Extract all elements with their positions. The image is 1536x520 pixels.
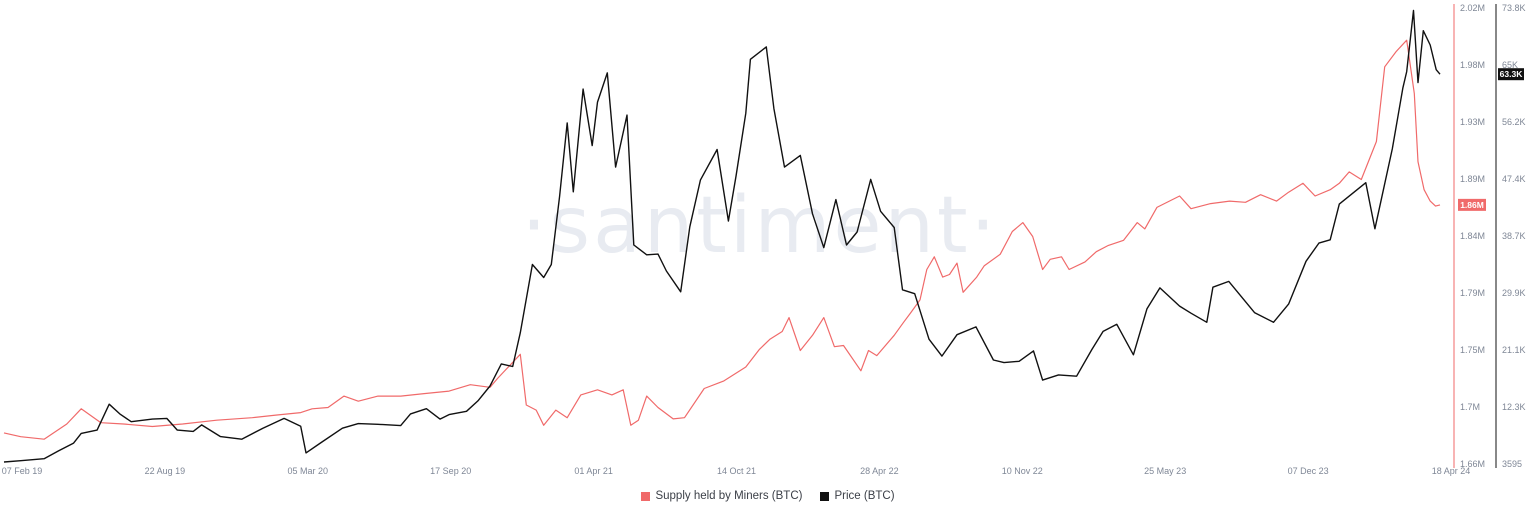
legend-label-price: Price (BTC) bbox=[834, 490, 895, 502]
x-tick-label: 25 May 23 bbox=[1144, 466, 1186, 476]
series-line-miners bbox=[3, 39, 1441, 440]
miners-axis: 2.02M 1.98M 1.93M 1.89M 1.84M 1.79M 1.75M 1.7M 1… bbox=[1453, 3, 1485, 469]
miners-tick-label: 1.93M bbox=[1460, 117, 1485, 127]
x-tick-label: 07 Dec 23 bbox=[1288, 466, 1329, 476]
x-tick-label: 14 Oct 21 bbox=[717, 466, 756, 476]
series-line-price bbox=[3, 9, 1441, 463]
price-tick-label: 21.1K bbox=[1502, 345, 1526, 355]
x-tick-label: 17 Sep 20 bbox=[430, 466, 471, 476]
price-current-badge bbox=[1498, 68, 1524, 81]
miners-tick-label: 1.98M bbox=[1460, 60, 1485, 70]
value-badges: 1.86M 63.3K bbox=[1458, 68, 1524, 211]
x-axis: 07 Feb 19 22 Aug 19 05 Mar 20 17 Sep 20 01 A… bbox=[2, 466, 1471, 476]
miners-current-badge bbox=[1458, 198, 1486, 211]
price-tick-label: 65K bbox=[1502, 60, 1518, 70]
legend-item-price[interactable]: Price (BTC) bbox=[820, 490, 895, 502]
price-axis: 73.8K 65K 56.2K 47.4K 38.7K 29.9K 21.1K 12.3K 35… bbox=[1495, 3, 1526, 469]
x-tick-label: 10 Nov 22 bbox=[1002, 466, 1043, 476]
miners-tick-label: 1.66M bbox=[1460, 459, 1485, 469]
miners-tick-label: 1.7M bbox=[1460, 402, 1480, 412]
legend-label-miners: Supply held by Miners (BTC) bbox=[655, 490, 803, 502]
miners-tick-label: 1.84M bbox=[1460, 231, 1485, 241]
x-tick-label: 05 Mar 20 bbox=[288, 466, 329, 476]
series-layer bbox=[3, 9, 1441, 463]
price-tick-label: 3595 bbox=[1502, 459, 1522, 469]
legend: Supply held by Miners (BTC) Price (BTC) bbox=[0, 490, 1536, 502]
x-tick-label: 28 Apr 22 bbox=[860, 466, 899, 476]
legend-swatch-price bbox=[820, 491, 830, 501]
price-tick-label: 12.3K bbox=[1502, 402, 1526, 412]
x-tick-label: 01 Apr 21 bbox=[574, 466, 613, 476]
price-current-value: 63.3K bbox=[1500, 69, 1524, 79]
miners-tick-label: 1.79M bbox=[1460, 288, 1485, 298]
x-tick-label: 22 Aug 19 bbox=[145, 466, 186, 476]
x-tick-label: 18 Apr 24 bbox=[1432, 466, 1471, 476]
legend-item-miners[interactable]: Supply held by Miners (BTC) bbox=[641, 490, 802, 502]
miners-tick-label: 1.89M bbox=[1460, 174, 1485, 184]
price-tick-label: 29.9K bbox=[1502, 288, 1526, 298]
legend-swatch-miners bbox=[641, 491, 651, 501]
price-tick-label: 73.8K bbox=[1502, 3, 1526, 13]
price-tick-label: 38.7K bbox=[1502, 231, 1526, 241]
miners-tick-label: 1.75M bbox=[1460, 345, 1485, 355]
watermark: ·santiment· bbox=[522, 181, 999, 271]
miners-tick-label: 2.02M bbox=[1460, 3, 1485, 13]
miners-current-value: 1.86M bbox=[1460, 200, 1484, 210]
price-tick-label: 56.2K bbox=[1502, 117, 1526, 127]
x-tick-label: 07 Feb 19 bbox=[2, 466, 43, 476]
price-tick-label: 47.4K bbox=[1502, 174, 1526, 184]
